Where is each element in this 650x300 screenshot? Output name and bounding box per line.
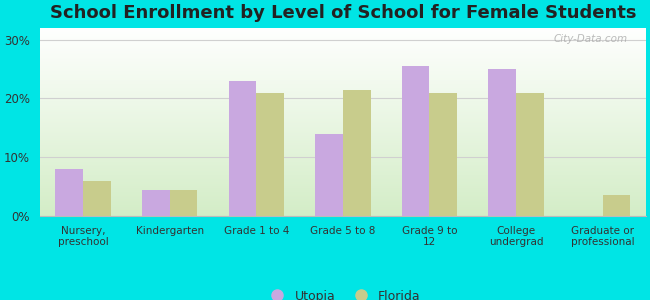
Bar xyxy=(488,69,516,216)
Bar xyxy=(142,190,170,216)
Bar xyxy=(402,66,430,216)
Bar xyxy=(343,90,370,216)
Bar xyxy=(603,195,630,216)
Bar xyxy=(315,134,343,216)
Legend: Utopia, Florida: Utopia, Florida xyxy=(260,285,426,300)
Bar xyxy=(229,81,256,216)
Title: School Enrollment by Level of School for Female Students: School Enrollment by Level of School for… xyxy=(49,4,636,22)
Text: City-Data.com: City-Data.com xyxy=(554,34,628,44)
Bar xyxy=(256,93,284,216)
Bar xyxy=(430,93,457,216)
Bar xyxy=(55,169,83,216)
Bar xyxy=(170,190,198,216)
Bar xyxy=(516,93,543,216)
Bar xyxy=(83,181,111,216)
